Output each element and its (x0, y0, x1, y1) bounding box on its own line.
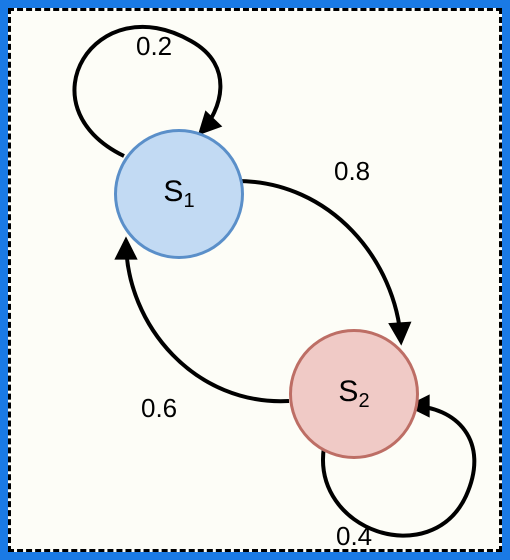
node-label-s1: S1 (163, 177, 194, 211)
edge-label-s1-self: 0.2 (136, 31, 172, 62)
state-node-s2: S2 (289, 329, 419, 459)
state-node-s1: S1 (114, 129, 244, 259)
edge-label-s1-s2: 0.8 (334, 156, 370, 187)
edge-s1-s2 (237, 181, 401, 341)
node-label-s2: S2 (338, 377, 369, 411)
edge-s2-s1 (126, 241, 289, 401)
state-graph (11, 11, 499, 549)
edge-label-s2-self: 0.4 (336, 521, 372, 552)
edge-label-s2-s1: 0.6 (141, 393, 177, 424)
diagram-frame: S1 S2 0.2 0.8 0.6 0.4 (8, 8, 502, 552)
